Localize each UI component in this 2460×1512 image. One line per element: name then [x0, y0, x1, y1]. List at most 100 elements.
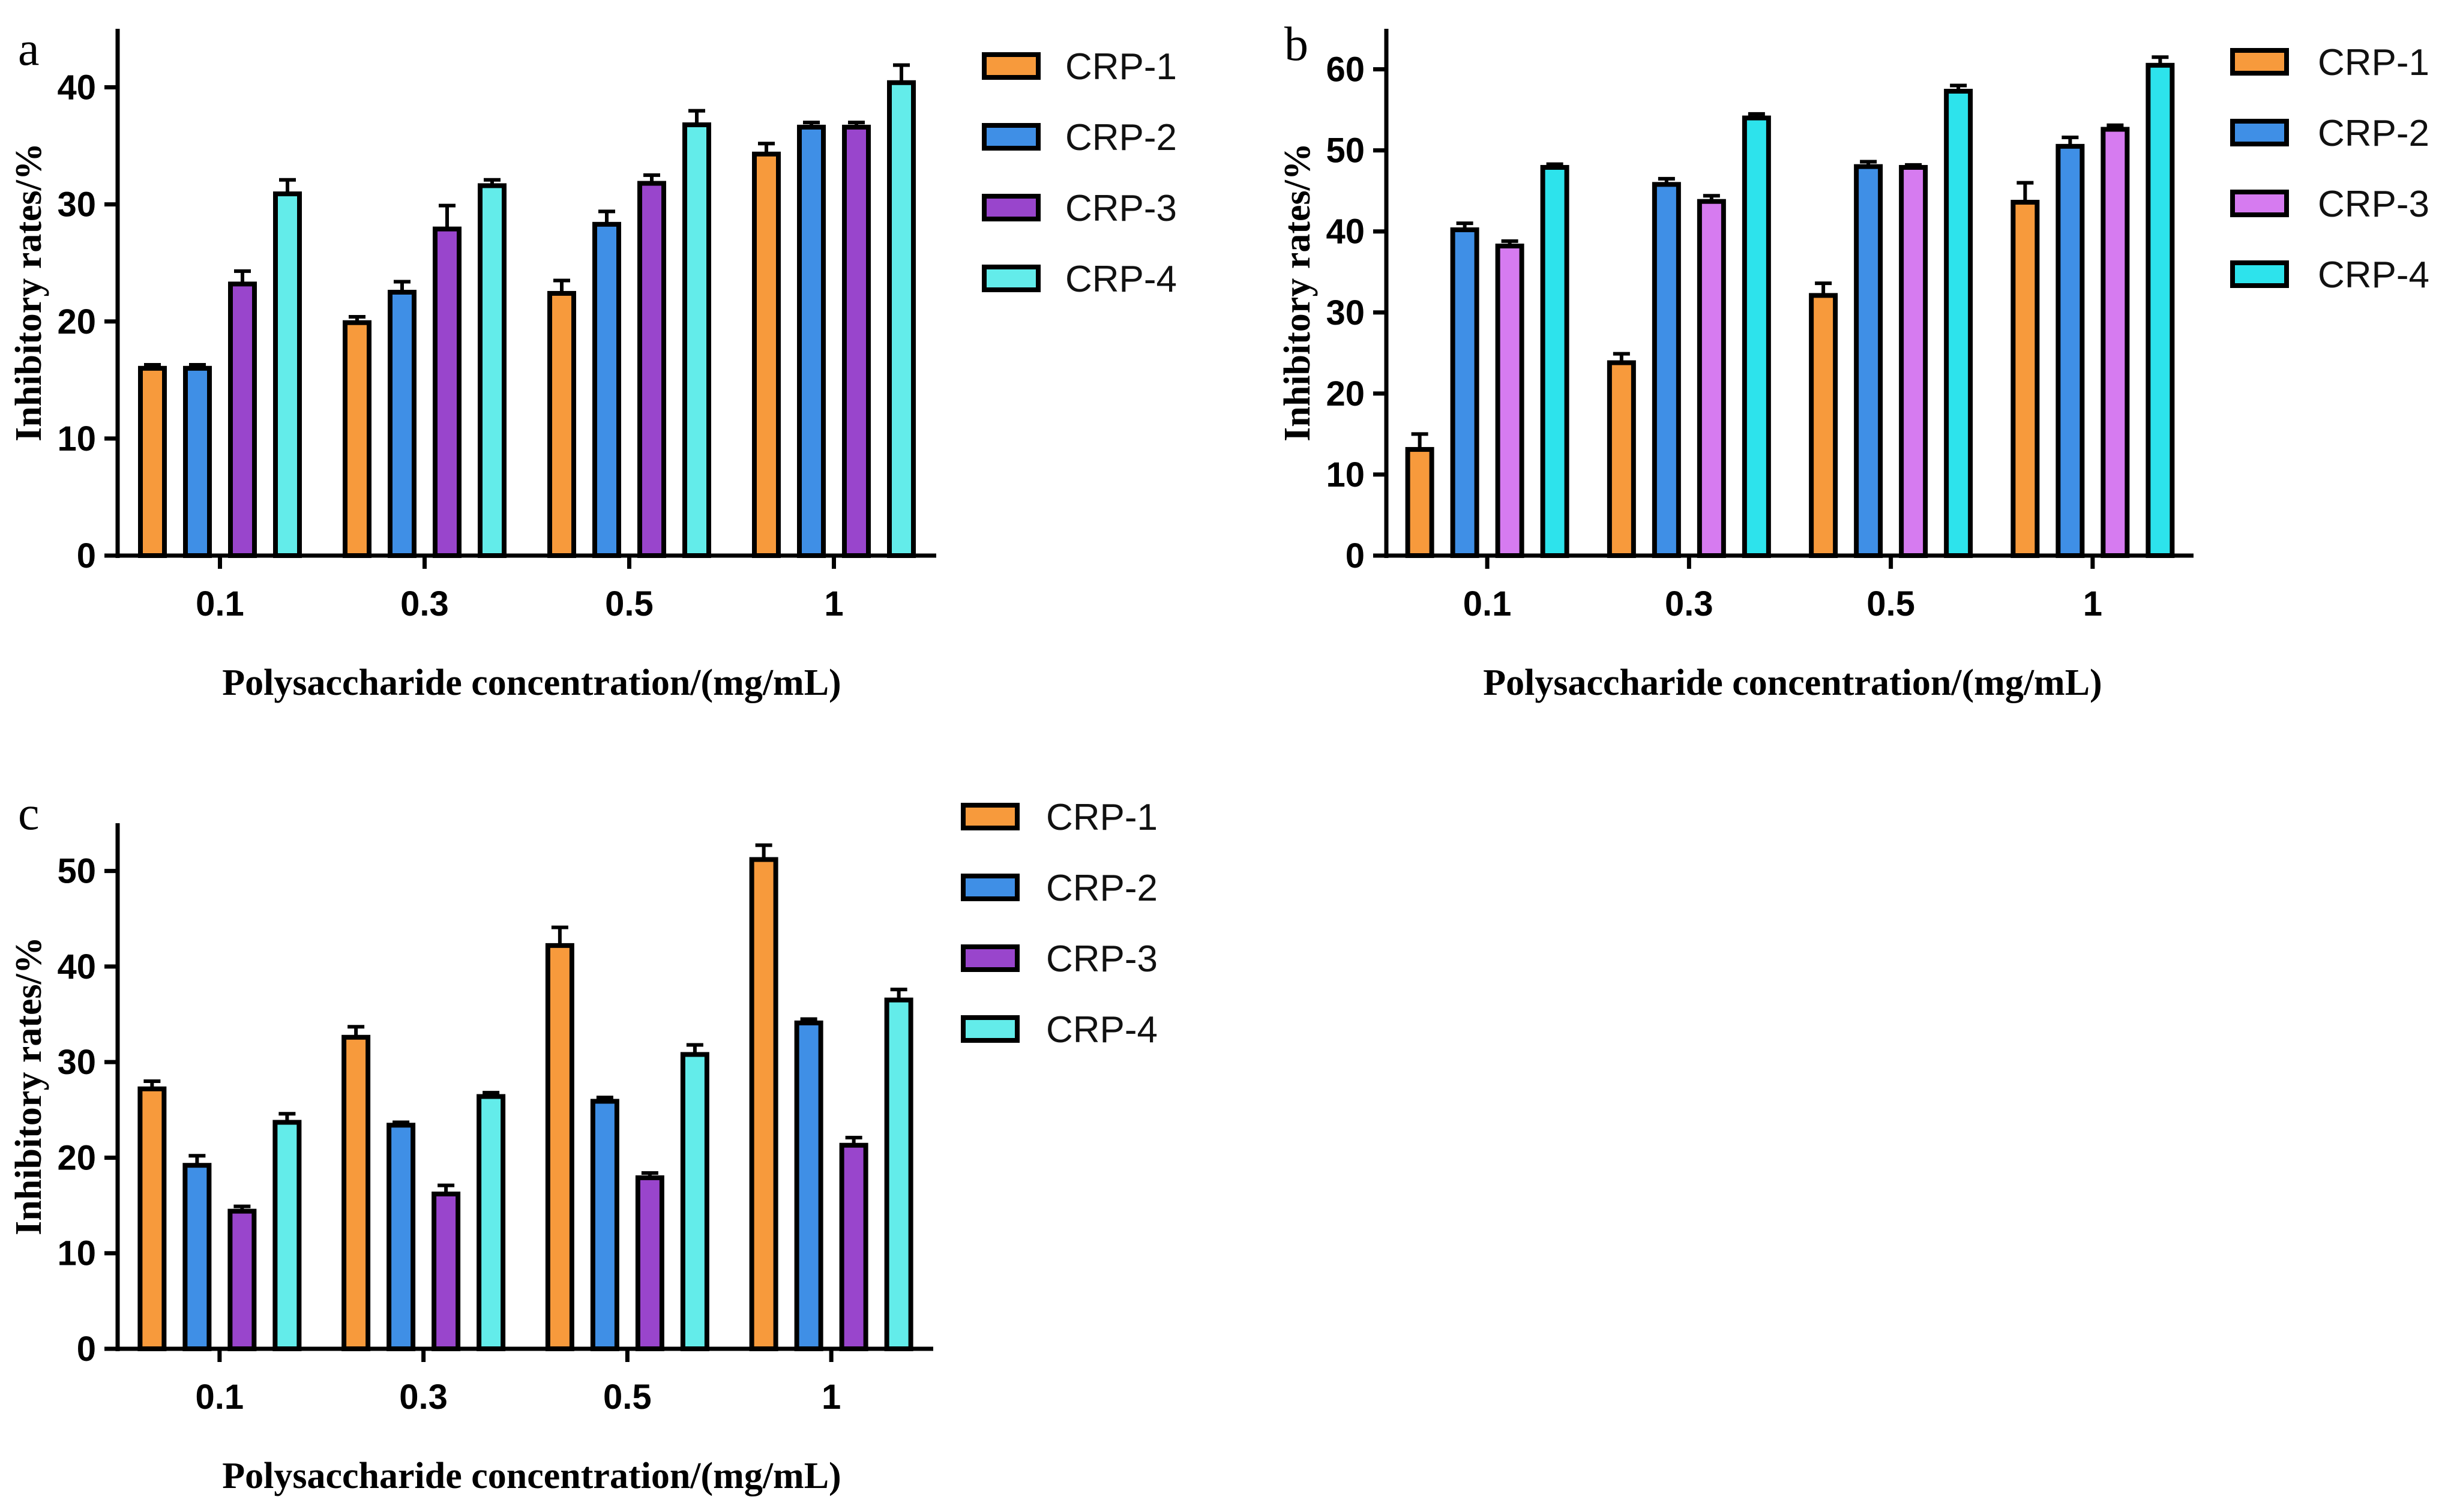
y-tick-label: 0: [1346, 536, 1365, 575]
y-tick-label: 60: [1326, 50, 1365, 89]
bar: [1450, 227, 1479, 558]
bar: [1405, 447, 1434, 559]
bar: [1495, 244, 1524, 558]
bar: [2056, 143, 2085, 559]
x-tick-label: 0.5: [605, 584, 654, 623]
legend-label: CRP-2: [1046, 868, 1158, 909]
legend: CRP-1 CRP-2 CRP-3 CRP-4: [982, 46, 1177, 300]
y-tick-label: 40: [57, 68, 96, 107]
bar: [842, 124, 871, 559]
bar: [680, 1052, 709, 1351]
bar: [749, 857, 778, 1352]
bar: [752, 151, 781, 559]
legend-swatch: [2230, 119, 2289, 146]
bar: [432, 1191, 461, 1351]
legend-label: CRP-3: [2318, 184, 2429, 225]
bar: [2101, 127, 2130, 559]
legend-label: CRP-1: [1065, 46, 1177, 88]
x-tick-label: 1: [2083, 584, 2102, 623]
y-tick-label: 10: [57, 1234, 96, 1273]
legend-label: CRP-1: [2318, 42, 2429, 83]
bar: [1742, 115, 1771, 559]
bar: [386, 1123, 416, 1351]
legend-label: CRP-2: [2318, 113, 2429, 154]
y-tick-label: 40: [1326, 212, 1365, 251]
legend: CRP-1 CRP-2 CRP-3 CRP-4: [2230, 42, 2429, 296]
y-axis-title: Inhibitory rates/%: [1277, 143, 1318, 442]
legend-swatch: [982, 123, 1041, 151]
x-tick-label: 0.3: [1665, 584, 1713, 623]
y-tick-label: 20: [57, 1138, 96, 1177]
bar: [839, 1142, 868, 1352]
legend-label: CRP-3: [1065, 188, 1177, 229]
bar: [884, 997, 913, 1351]
x-tick-label: 0.3: [399, 1378, 448, 1417]
x-tick-label: 0.1: [196, 584, 244, 623]
y-tick-label: 20: [1326, 374, 1365, 413]
y-tick-label: 20: [57, 302, 96, 341]
bar: [228, 281, 257, 558]
bar: [477, 1094, 506, 1352]
legend-swatch: [2230, 190, 2289, 217]
x-axis-title: Polysaccharide concentration/(mg/mL): [222, 1456, 841, 1496]
bar: [343, 320, 371, 558]
legend-swatch: [982, 265, 1041, 292]
bar: [182, 1163, 212, 1352]
y-tick-label: 50: [1326, 131, 1365, 170]
panel-letter: b: [1284, 18, 1308, 71]
x-tick-label: 0.5: [1866, 584, 1915, 623]
legend-label: CRP-3: [1046, 938, 1158, 980]
y-tick-label: 30: [57, 185, 96, 224]
legend-label: CRP-1: [1046, 797, 1158, 838]
bar: [590, 1099, 619, 1351]
bar: [273, 191, 302, 558]
x-tick-label: 0.5: [603, 1378, 652, 1417]
bar: [1652, 182, 1681, 558]
legend-swatch: [982, 52, 1041, 80]
x-tick-label: 0.1: [196, 1378, 244, 1417]
y-tick-label: 40: [57, 947, 96, 986]
bar: [1540, 164, 1569, 558]
legend-label: CRP-4: [1065, 259, 1177, 300]
bar: [797, 124, 826, 559]
legend-swatch: [982, 194, 1041, 221]
bar: [137, 1086, 167, 1352]
y-tick-label: 10: [1326, 455, 1365, 494]
x-axis-title: Polysaccharide concentration/(mg/mL): [222, 662, 841, 703]
bar: [388, 290, 417, 558]
bar: [272, 1120, 302, 1352]
bar: [794, 1020, 823, 1351]
legend-label: CRP-4: [2318, 254, 2429, 296]
legend-swatch: [961, 1015, 1020, 1043]
bar: [592, 221, 621, 558]
bar: [1697, 199, 1726, 558]
y-tick-label: 30: [1326, 293, 1365, 332]
panel-a: a 0 10 20 30 40 0.1 0.3 0.5 1 Polysaccharide conce…: [8, 23, 1177, 703]
bar: [1944, 89, 1973, 559]
bar: [1607, 360, 1636, 558]
bar: [635, 1175, 664, 1352]
legend-swatch: [2230, 260, 2289, 288]
y-tick-label: 0: [77, 1330, 96, 1369]
bar: [227, 1208, 257, 1351]
x-tick-label: 1: [822, 1378, 841, 1417]
bar: [341, 1034, 371, 1351]
bar: [138, 365, 167, 558]
bar: [1809, 293, 1838, 558]
y-tick-label: 0: [77, 536, 96, 575]
bar: [433, 226, 462, 558]
y-axis-title: Inhibitory rates/%: [8, 143, 49, 442]
panel-letter: c: [18, 787, 40, 840]
legend-swatch: [961, 803, 1020, 830]
bar: [478, 183, 507, 558]
legend-swatch: [961, 874, 1020, 901]
y-tick-label: 10: [57, 419, 96, 458]
bar: [887, 80, 916, 559]
x-tick-label: 0.3: [400, 584, 449, 623]
bar: [547, 290, 576, 558]
bar: [682, 122, 711, 559]
bar: [2146, 62, 2175, 559]
legend-swatch: [961, 944, 1020, 972]
legend-label: CRP-4: [1046, 1009, 1158, 1051]
